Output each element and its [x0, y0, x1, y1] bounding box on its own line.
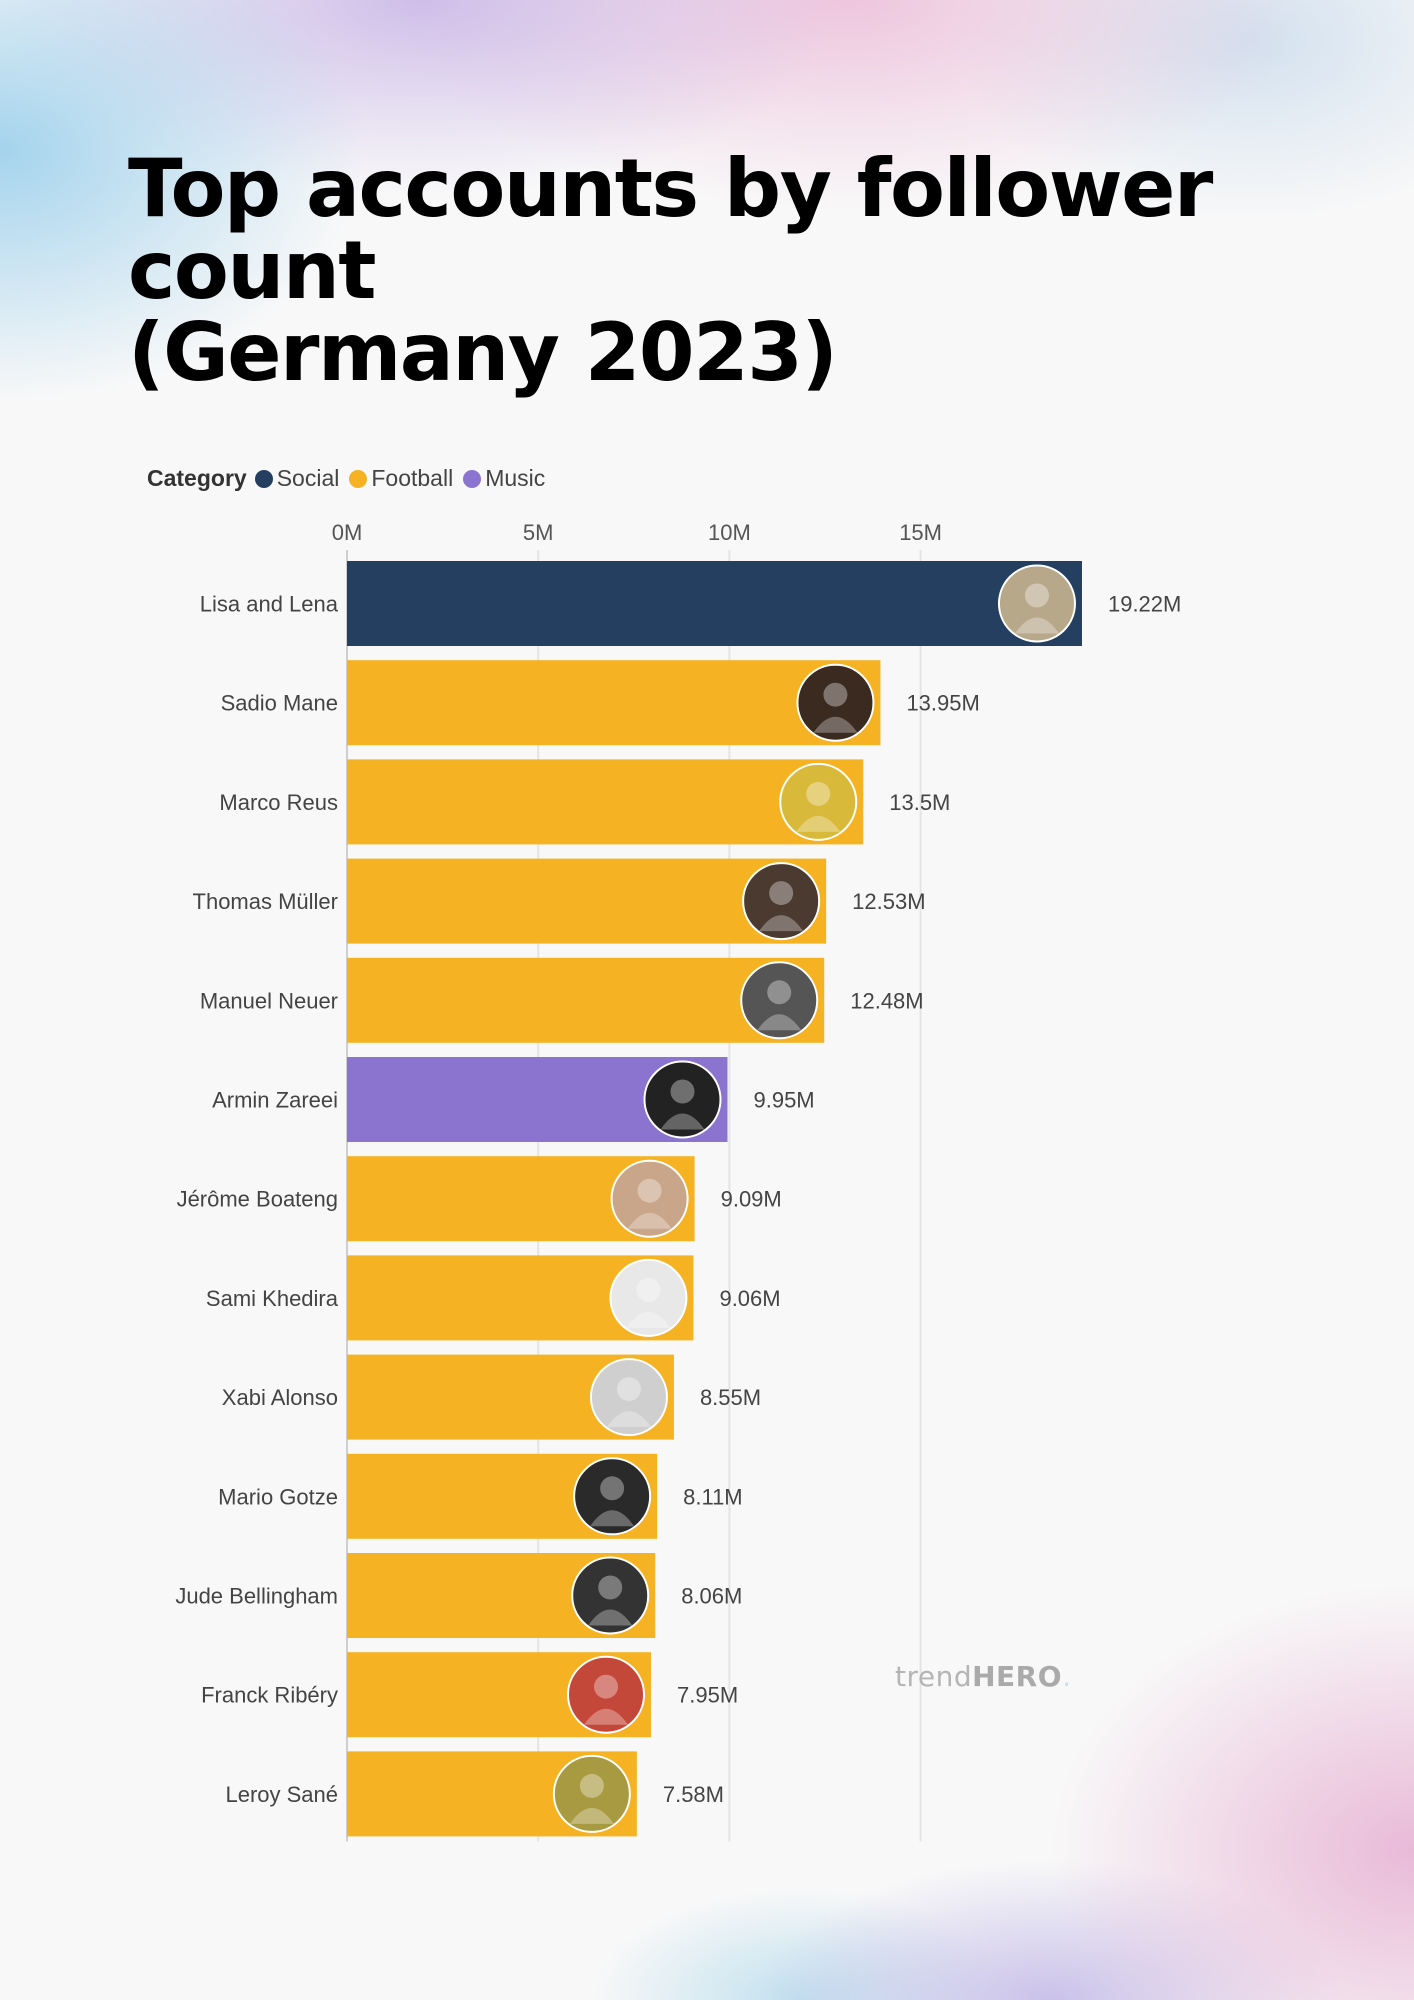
category-label: Mario Gotze	[218, 1484, 338, 1509]
trendhero-watermark: trendHERO.	[895, 1660, 1071, 1693]
avatar-icon	[589, 1358, 668, 1437]
avatar-icon	[567, 1655, 646, 1734]
bar	[347, 759, 864, 845]
avatar-icon	[571, 1556, 650, 1635]
value-label: 19.22M	[1108, 592, 1181, 617]
value-label: 7.58M	[663, 1782, 724, 1807]
legend-label-music: Music	[485, 465, 546, 491]
category-label: Thomas Müller	[193, 889, 338, 914]
value-label: 7.95M	[677, 1683, 738, 1708]
category-label: Sami Khedira	[206, 1286, 339, 1311]
category-label: Lisa and Lena	[200, 592, 339, 617]
value-label: 9.09M	[721, 1187, 782, 1212]
x-tick-label: 0M	[332, 520, 363, 545]
category-label: Sadio Mane	[221, 691, 338, 716]
category-label: Jérôme Boateng	[177, 1187, 338, 1212]
avatar-icon	[742, 862, 821, 941]
x-tick-label: 15M	[899, 520, 942, 545]
value-label: 8.11M	[683, 1484, 743, 1509]
x-tick-label: 10M	[708, 520, 751, 545]
avatar-icon	[796, 663, 875, 742]
value-label: 12.48M	[850, 988, 923, 1013]
value-label: 8.55M	[700, 1385, 761, 1410]
category-label: Leroy Sané	[225, 1782, 338, 1807]
value-label: 9.06M	[719, 1286, 780, 1311]
title-line-2: (Germany 2023)	[128, 306, 838, 399]
x-tick-label: 5M	[523, 520, 554, 545]
category-label: Jude Bellingham	[175, 1584, 338, 1609]
watermark-bold: HERO	[972, 1660, 1063, 1693]
value-label: 12.53M	[852, 889, 925, 914]
avatar-icon	[740, 961, 819, 1040]
legend-dot-social	[254, 469, 273, 488]
avatar-icon	[643, 1060, 722, 1139]
avatar-icon	[779, 762, 858, 841]
bar	[347, 660, 881, 746]
legend-item-football: Football	[349, 465, 453, 492]
value-label: 9.95M	[753, 1088, 814, 1113]
avatar-icon	[997, 564, 1076, 643]
legend-item-music: Music	[463, 465, 545, 492]
watermark-light: trend	[895, 1660, 973, 1693]
avatar-icon	[552, 1754, 631, 1833]
bar	[347, 561, 1082, 646]
chart-title: Top accounts by follower count (Germany 2…	[128, 148, 1414, 394]
avatar-icon	[573, 1457, 652, 1536]
value-label: 13.5M	[889, 790, 950, 815]
value-label: 8.06M	[681, 1584, 742, 1609]
category-label: Franck Ribéry	[201, 1683, 338, 1708]
legend-title: Category	[147, 465, 247, 491]
legend-item-social: Social	[254, 465, 340, 492]
watermark-dot: .	[1062, 1660, 1072, 1693]
avatar-icon	[610, 1159, 689, 1238]
legend-dot-football	[349, 469, 368, 488]
category-label: Marco Reus	[219, 790, 338, 815]
value-label: 13.95M	[906, 691, 979, 716]
category-label: Manuel Neuer	[200, 988, 338, 1013]
avatar-icon	[609, 1258, 688, 1337]
category-label: Xabi Alonso	[222, 1385, 338, 1410]
legend-label-social: Social	[276, 465, 340, 491]
category-label: Armin Zareei	[212, 1088, 338, 1113]
legend: Category Social Football Music	[147, 465, 555, 492]
legend-dot-music	[463, 469, 482, 488]
legend-label-football: Football	[371, 465, 454, 491]
title-line-1: Top accounts by follower count	[128, 142, 1213, 317]
